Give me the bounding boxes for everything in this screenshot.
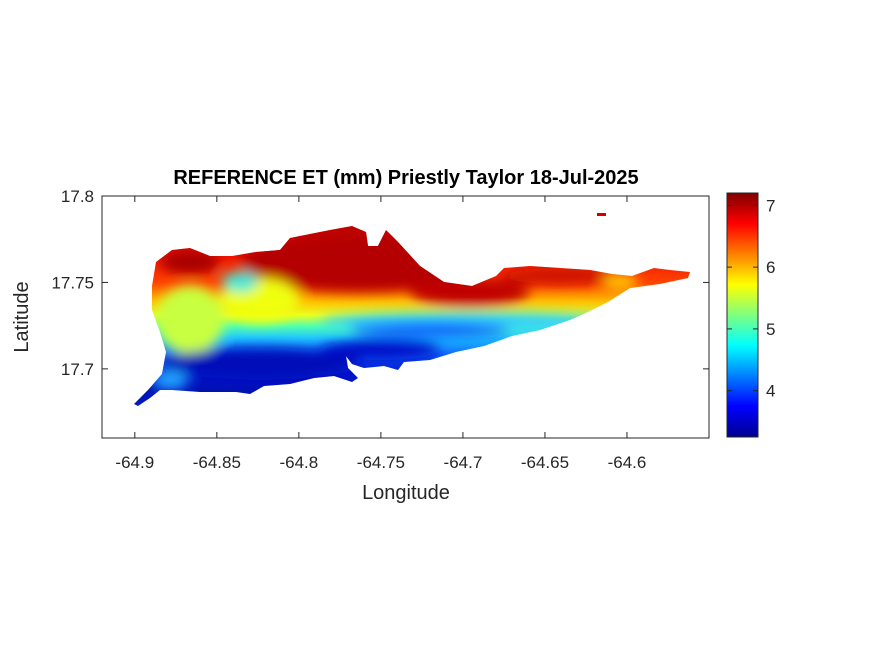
x-tick-label: -64.6 xyxy=(608,453,647,472)
x-axis-label: Longitude xyxy=(362,482,450,504)
x-tick-label: -64.8 xyxy=(279,453,318,472)
colorbar-tick-label: 7 xyxy=(766,196,775,215)
x-tick-label: -64.9 xyxy=(115,453,154,472)
field-blob xyxy=(320,340,440,360)
field-blob xyxy=(500,268,620,284)
y-tick-label: 17.75 xyxy=(51,273,94,292)
x-tick-label: -64.65 xyxy=(521,453,569,472)
colorbar xyxy=(726,192,759,438)
chart-title: REFERENCE ET (mm) Priestly Taylor 18-Jul… xyxy=(173,167,638,189)
field-blob xyxy=(160,250,220,274)
field-blob xyxy=(160,348,360,380)
axis-ticks: -64.9 -64.85 -64.8 -64.75 -64.7 -64.65 -64.6 17… xyxy=(51,187,709,472)
field-blob xyxy=(156,286,224,354)
colorbar-tick-label: 4 xyxy=(766,382,775,401)
x-tick-label: -64.7 xyxy=(444,453,483,472)
y-tick-label: 17.7 xyxy=(61,360,94,379)
field-blob xyxy=(602,274,638,290)
colorbar-ticks: 4 5 6 7 xyxy=(727,196,775,401)
field-blob xyxy=(222,272,258,292)
y-axis-label: Latitude xyxy=(11,281,33,352)
colorbar-tick-label: 6 xyxy=(766,258,775,277)
x-tick-label: -64.75 xyxy=(357,453,405,472)
field-blob xyxy=(350,322,510,338)
x-tick-label: -64.85 xyxy=(193,453,241,472)
colorbar-tick-label: 5 xyxy=(766,320,775,339)
field-blob xyxy=(410,278,530,306)
islet xyxy=(597,213,606,216)
y-tick-label: 17.8 xyxy=(61,187,94,206)
